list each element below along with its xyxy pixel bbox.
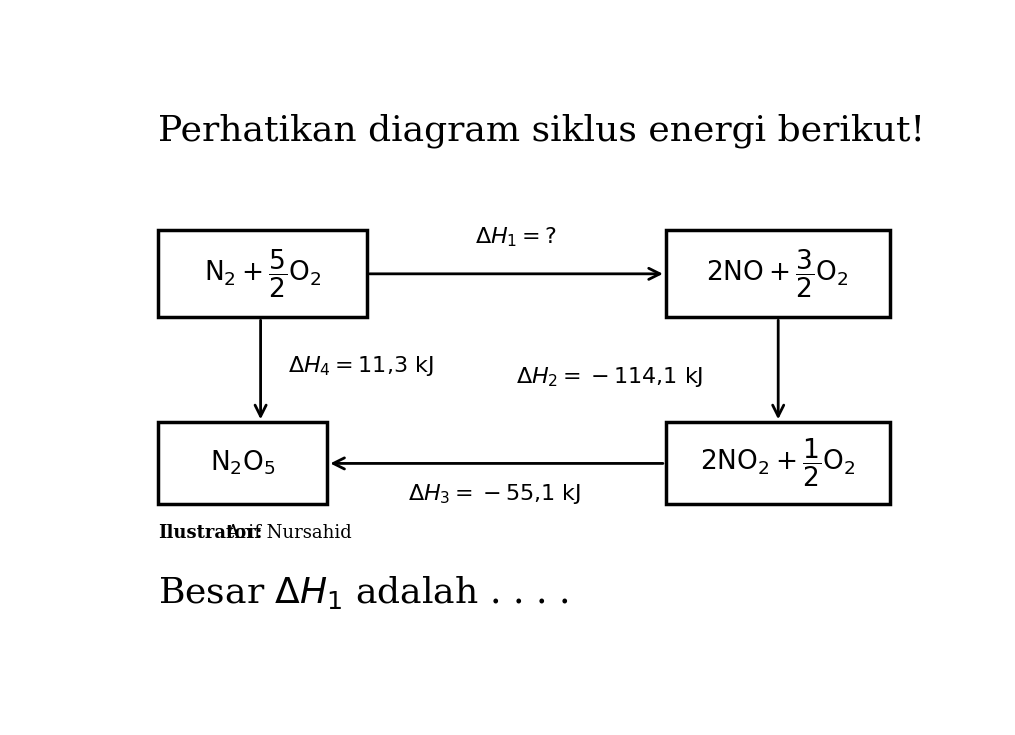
Text: Arif Nursahid: Arif Nursahid [220, 524, 351, 542]
Text: Besar $\Delta H_1$ adalah . . . .: Besar $\Delta H_1$ adalah . . . . [158, 574, 568, 612]
Text: $\mathrm{N_2O_5}$: $\mathrm{N_2O_5}$ [210, 449, 276, 478]
Text: $\Delta H_1 = ?$: $\Delta H_1 = ?$ [475, 226, 557, 249]
Text: Ilustrator:: Ilustrator: [158, 524, 263, 542]
Text: Perhatikan diagram siklus energi berikut!: Perhatikan diagram siklus energi berikut… [158, 114, 926, 148]
Bar [666, 422, 890, 504]
Bar [158, 229, 366, 318]
Bar [666, 229, 890, 318]
Text: $\mathrm{2NO + \dfrac{3}{2}O_2}$: $\mathrm{2NO + \dfrac{3}{2}O_2}$ [706, 248, 850, 300]
Bar [158, 422, 328, 504]
Text: $\mathrm{N_2 + \dfrac{5}{2}O_2}$: $\mathrm{N_2 + \dfrac{5}{2}O_2}$ [204, 248, 322, 300]
Text: $\Delta H_4 = 11{,}3\ \mathrm{kJ}$: $\Delta H_4 = 11{,}3\ \mathrm{kJ}$ [288, 354, 434, 378]
Text: $\Delta H_2 = -114{,}1\ \mathrm{kJ}$: $\Delta H_2 = -114{,}1\ \mathrm{kJ}$ [517, 365, 703, 389]
Text: $\mathrm{2NO_2 + \dfrac{1}{2}O_2}$: $\mathrm{2NO_2 + \dfrac{1}{2}O_2}$ [700, 437, 856, 490]
Text: $\Delta H_3 = -55{,}1\ \mathrm{kJ}$: $\Delta H_3 = -55{,}1\ \mathrm{kJ}$ [408, 481, 582, 506]
